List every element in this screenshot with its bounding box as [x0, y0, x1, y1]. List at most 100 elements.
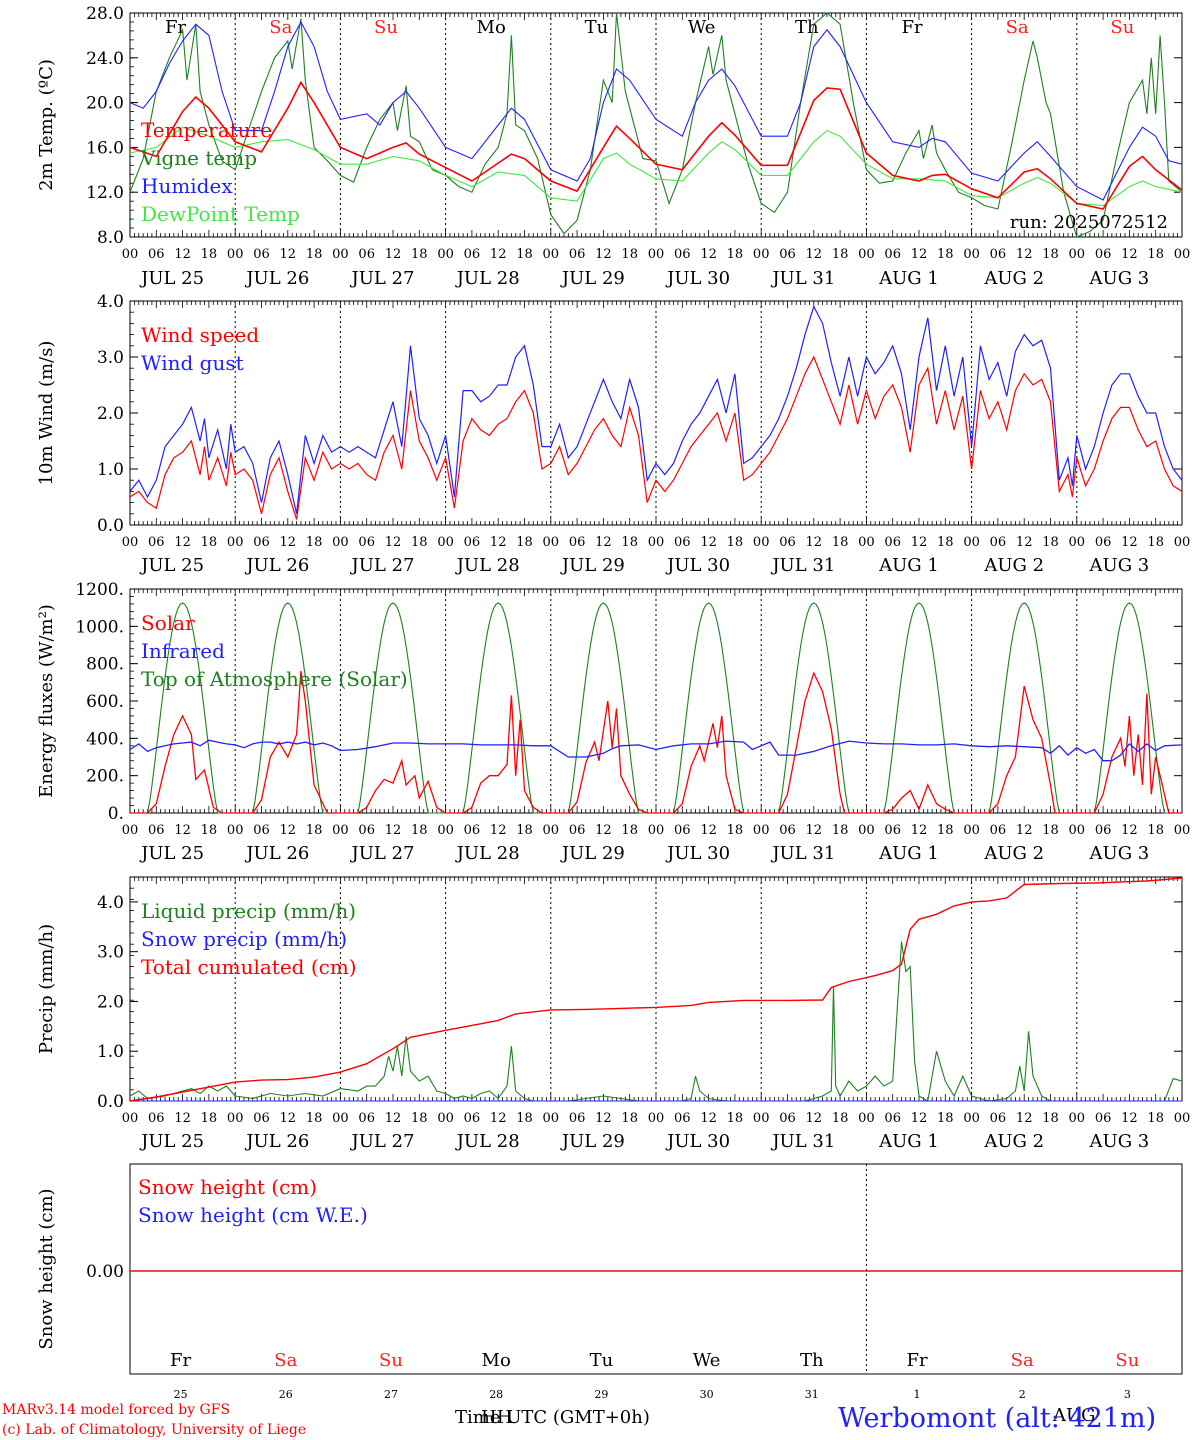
- hour-tick-label: 00: [227, 535, 244, 550]
- y-tick-label: 4.0: [97, 292, 124, 312]
- hour-tick-label: 06: [569, 247, 586, 262]
- hour-tick-label: 18: [516, 535, 533, 550]
- y-tick-label: 0.: [108, 804, 124, 824]
- hour-tick-label: 12: [490, 247, 507, 262]
- date-label: JUL 31: [770, 268, 835, 289]
- hour-tick-label: 06: [990, 247, 1007, 262]
- hour-tick-label: 18: [516, 823, 533, 838]
- legend-entry: Humidex: [141, 174, 233, 198]
- series-line-total-cumulated-cm-: [129, 877, 1183, 1102]
- y-tick-label: 1.0: [97, 1042, 124, 1062]
- hour-tick-label: 12: [806, 535, 823, 550]
- hour-tick-label: 18: [411, 535, 428, 550]
- legend-entry: Snow height (cm): [138, 1175, 317, 1199]
- hour-tick-label: 00: [648, 823, 665, 838]
- legend-entry: Top of Atmosphere (Solar): [141, 667, 408, 691]
- hour-tick-label: 18: [727, 247, 744, 262]
- hour-tick-label: 18: [201, 823, 218, 838]
- date-label: AUG 2: [983, 1131, 1044, 1152]
- hour-tick-label: 18: [201, 535, 218, 550]
- y-axis-label: 10m Wind (m/s): [36, 341, 57, 486]
- snow-height-panel: Snow height (cm) 0.00 Snow height (cm) Snow…: [36, 1163, 1183, 1401]
- day-number-label: 31: [805, 1388, 819, 1401]
- series-line-vigne-temp: [129, 12, 1183, 238]
- hour-tick-label: 06: [569, 1111, 586, 1126]
- day-number-label: 29: [594, 1388, 608, 1401]
- weekday-label: Mo: [482, 1350, 511, 1371]
- hour-tick-label: 06: [674, 823, 691, 838]
- date-label: JUL 28: [455, 268, 520, 289]
- day-number-label: 28: [489, 1388, 503, 1401]
- date-label: JUL 26: [244, 555, 309, 576]
- y-tick-label: 3.0: [97, 943, 124, 963]
- date-label: JUL 27: [350, 268, 415, 289]
- date-label: AUG 3: [1089, 268, 1150, 289]
- date-label: JUL 29: [560, 555, 625, 576]
- hour-tick-label: 06: [148, 535, 165, 550]
- hour-tick-label: 06: [253, 247, 270, 262]
- date-label: JUL 31: [770, 555, 835, 576]
- day-number-label: 27: [384, 1388, 398, 1401]
- date-label: JUL 30: [665, 1131, 730, 1152]
- hour-tick-label: 06: [569, 823, 586, 838]
- legend-entry: Temperature: [141, 118, 272, 142]
- hour-tick-label: 06: [464, 823, 481, 838]
- legend-entry: Snow precip (mm/h): [141, 927, 347, 951]
- hour-tick-label: 18: [832, 1111, 849, 1126]
- date-label: JUL 27: [350, 843, 415, 864]
- weekday-label: Su: [1115, 1350, 1139, 1371]
- y-axis-label: Precip (mm/h): [36, 924, 57, 1054]
- hour-tick-label: 06: [253, 823, 270, 838]
- hour-tick-label: 12: [174, 823, 191, 838]
- hour-tick-label: 06: [990, 823, 1007, 838]
- hour-tick-label: 18: [937, 535, 954, 550]
- hour-tick-label: 18: [727, 535, 744, 550]
- weekday-label: We: [688, 17, 716, 38]
- hour-tick-label: 12: [174, 247, 191, 262]
- hour-tick-label: 18: [411, 247, 428, 262]
- hour-tick-label: 00: [122, 823, 139, 838]
- hour-tick-label: 00: [332, 247, 349, 262]
- hour-tick-label: 06: [990, 1111, 1007, 1126]
- date-label: JUL 26: [244, 843, 309, 864]
- hour-tick-label: 06: [779, 1111, 796, 1126]
- day-number-label: 26: [279, 1388, 293, 1401]
- date-label: AUG 1: [878, 1131, 939, 1152]
- hour-tick-label: 00: [543, 1111, 560, 1126]
- weekday-label: Fr: [901, 17, 922, 38]
- hour-tick-label: 18: [1147, 823, 1164, 838]
- hour-tick-label: 00: [227, 823, 244, 838]
- weekday-label: Mo: [477, 17, 506, 38]
- hour-tick-label: 12: [700, 823, 717, 838]
- hour-tick-label: 06: [569, 535, 586, 550]
- day-number-label: 30: [700, 1388, 714, 1401]
- series-line-humidex: [129, 20, 1183, 201]
- hour-tick-label: 18: [621, 823, 638, 838]
- hour-tick-label: 06: [253, 535, 270, 550]
- legend-entry: Wind gust: [141, 351, 244, 375]
- hour-tick-label: 12: [911, 247, 928, 262]
- hour-tick-label: 12: [280, 1111, 297, 1126]
- hour-tick-label: 18: [1042, 1111, 1059, 1126]
- time-axis-overprint-hh: HH: [481, 1407, 512, 1428]
- date-label: JUL 28: [455, 1131, 520, 1152]
- hour-tick-label: 12: [385, 1111, 402, 1126]
- hour-tick-label: 00: [437, 823, 454, 838]
- hour-tick-label: 00: [1174, 535, 1191, 550]
- hour-tick-label: 06: [464, 1111, 481, 1126]
- series-line-temperature: [129, 80, 1183, 210]
- hour-tick-label: 00: [648, 1111, 665, 1126]
- weekday-label: Th: [795, 17, 819, 38]
- hour-tick-label: 12: [385, 247, 402, 262]
- hour-tick-label: 06: [358, 1111, 375, 1126]
- hour-tick-label: 00: [227, 247, 244, 262]
- hour-tick-label: 18: [937, 247, 954, 262]
- hour-tick-label: 06: [990, 535, 1007, 550]
- hour-tick-label: 18: [411, 1111, 428, 1126]
- hour-tick-label: 18: [937, 1111, 954, 1126]
- hour-tick-label: 00: [963, 823, 980, 838]
- date-label: AUG 2: [983, 268, 1044, 289]
- date-label: AUG 3: [1089, 555, 1150, 576]
- date-label: JUL 25: [139, 268, 204, 289]
